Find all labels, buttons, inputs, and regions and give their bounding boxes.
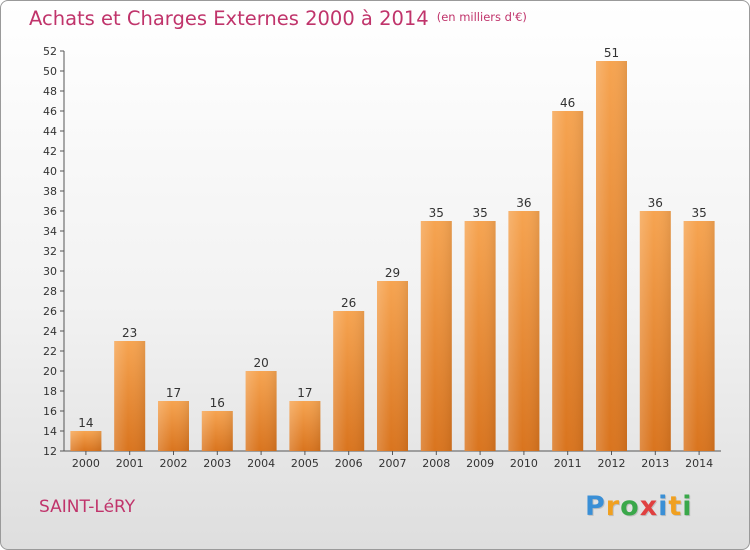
bar-shine [158,401,189,451]
x-tick-label: 2009 [466,457,494,470]
bar-value-label: 20 [253,356,268,370]
x-tick-label: 2012 [598,457,626,470]
proxiti-logo: Proxiti [585,491,693,522]
bar-value-label: 35 [472,206,487,220]
x-tick-label: 2001 [116,457,144,470]
y-tick-label: 36 [43,205,57,218]
logo-letter: i [682,491,693,522]
bar-shine [289,401,321,451]
bar-shine [245,371,277,451]
x-tick-label: 2010 [510,457,538,470]
y-tick-label: 44 [43,125,57,138]
bar-value-label: 36 [648,196,663,210]
x-tick-label: 2003 [203,457,231,470]
y-tick-label: 12 [43,445,57,458]
x-tick-label: 2007 [379,457,407,470]
y-tick-label: 34 [43,225,57,238]
y-tick-label: 38 [43,185,57,198]
bar-shine [508,211,540,451]
bar-value-label: 36 [516,196,531,210]
y-tick-label: 18 [43,385,57,398]
y-tick-label: 48 [43,85,57,98]
chart-title: Achats et Charges Externes 2000 à 2014 (e… [29,7,527,30]
bar-shine [114,341,146,451]
x-tick-label: 2006 [335,457,363,470]
logo-letter: P [585,491,606,522]
bar-shine [596,61,627,451]
y-tick-label: 22 [43,345,57,358]
logo-letter: t [668,491,683,522]
y-tick-label: 16 [43,405,57,418]
bar-value-label: 17 [297,386,312,400]
bar-value-label: 29 [385,266,400,280]
y-tick-label: 26 [43,305,57,318]
bar-value-label: 35 [429,206,444,220]
bar-value-label: 14 [78,416,93,430]
logo-letter: o [620,491,640,522]
x-tick-label: 2000 [72,457,100,470]
y-tick-label: 42 [43,145,57,158]
bar-shine [201,411,233,451]
bar-value-label: 35 [691,206,706,220]
x-tick-label: 2005 [291,457,319,470]
x-tick-label: 2002 [160,457,188,470]
bar-shine [377,281,408,451]
bar-shine [333,311,365,451]
logo-letter: i [658,491,669,522]
chart-unit: (en milliers d'€) [436,10,527,24]
x-tick-label: 2008 [422,457,450,470]
x-tick-label: 2004 [247,457,275,470]
bar-shine [70,431,102,451]
bar-value-label: 26 [341,296,356,310]
bar-shine [464,221,496,451]
y-tick-label: 46 [43,105,57,118]
x-tick-label: 2013 [641,457,669,470]
bar-shine [552,111,584,451]
bar-shine [420,221,452,451]
bar-value-label: 46 [560,96,575,110]
y-tick-label: 24 [43,325,57,338]
bar-value-label: 16 [210,396,225,410]
bar-shine [639,211,671,451]
y-tick-label: 20 [43,365,57,378]
y-tick-label: 14 [43,425,57,438]
logo-letter: r [605,491,621,522]
y-tick-label: 30 [43,265,57,278]
x-tick-label: 2014 [685,457,713,470]
bar-shine [683,221,715,451]
y-tick-label: 52 [43,45,57,58]
chart-title-text: Achats et Charges Externes 2000 à 2014 [29,7,429,30]
y-tick-label: 40 [43,165,57,178]
y-tick-label: 32 [43,245,57,258]
bar-value-label: 23 [122,326,137,340]
commune-name: SAINT-LéRY [39,497,136,517]
x-tick-label: 2011 [554,457,582,470]
logo-letter: x [639,491,659,522]
bar-value-label: 51 [604,46,619,60]
y-tick-label: 50 [43,65,57,78]
y-tick-label: 28 [43,285,57,298]
bar-value-label: 17 [166,386,181,400]
